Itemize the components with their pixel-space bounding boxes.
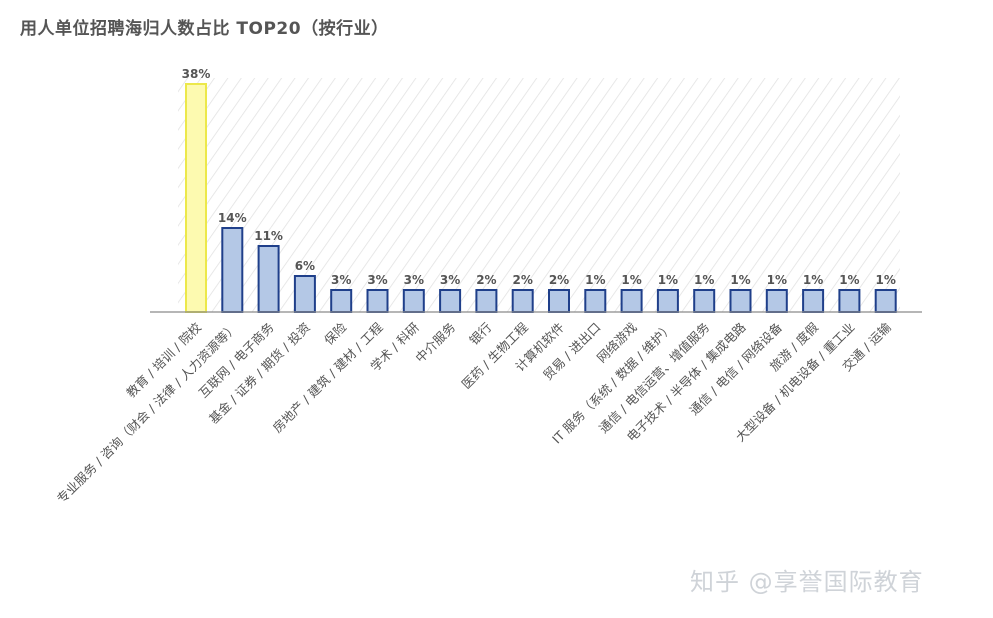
value-label-6: 3% bbox=[367, 273, 387, 287]
bar-14 bbox=[656, 289, 679, 313]
bar-20 bbox=[874, 289, 897, 313]
bar-2 bbox=[221, 227, 244, 313]
value-label-19: 1% bbox=[839, 273, 859, 287]
bar-15 bbox=[693, 289, 716, 313]
bar-1 bbox=[185, 83, 207, 313]
value-label-8: 3% bbox=[440, 273, 460, 287]
bar-8 bbox=[439, 289, 462, 313]
bar-5 bbox=[330, 289, 353, 313]
category-label-8: 中介服务 bbox=[412, 320, 458, 366]
value-label-11: 2% bbox=[549, 273, 569, 287]
value-label-20: 1% bbox=[876, 273, 896, 287]
bars-layer bbox=[185, 83, 897, 313]
bar-3 bbox=[257, 245, 280, 313]
plot-background bbox=[178, 78, 900, 312]
bar-19 bbox=[838, 289, 861, 313]
bar-11 bbox=[548, 289, 570, 313]
bar-6 bbox=[366, 289, 389, 313]
bar-12 bbox=[584, 289, 607, 313]
bar-9 bbox=[475, 289, 498, 313]
bar-10 bbox=[511, 289, 534, 313]
category-label-9: 银行 bbox=[466, 320, 494, 348]
value-label-15: 1% bbox=[694, 273, 714, 287]
bar-18 bbox=[802, 289, 825, 313]
value-label-16: 1% bbox=[730, 273, 750, 287]
value-label-18: 1% bbox=[803, 273, 823, 287]
category-label-5: 保险 bbox=[321, 319, 350, 348]
bar-16 bbox=[729, 289, 752, 313]
value-label-4: 6% bbox=[295, 259, 315, 273]
value-label-17: 1% bbox=[767, 273, 787, 287]
value-label-3: 11% bbox=[254, 229, 283, 243]
bar-4 bbox=[293, 275, 316, 313]
value-label-7: 3% bbox=[404, 273, 424, 287]
chart-title: 用人单位招聘海归人数占比 TOP20（按行业） bbox=[20, 19, 389, 39]
value-label-14: 1% bbox=[658, 273, 678, 287]
bar-7 bbox=[402, 289, 425, 313]
value-label-12: 1% bbox=[585, 273, 605, 287]
value-label-2: 14% bbox=[218, 211, 247, 225]
bar-13 bbox=[620, 289, 643, 313]
value-label-9: 2% bbox=[476, 273, 496, 287]
bar-17 bbox=[765, 289, 788, 313]
value-label-13: 1% bbox=[621, 273, 641, 287]
value-label-10: 2% bbox=[513, 273, 533, 287]
watermark: 知乎 @享誉国际教育 bbox=[690, 568, 924, 596]
value-label-1: 38% bbox=[182, 67, 211, 81]
value-label-5: 3% bbox=[331, 273, 351, 287]
